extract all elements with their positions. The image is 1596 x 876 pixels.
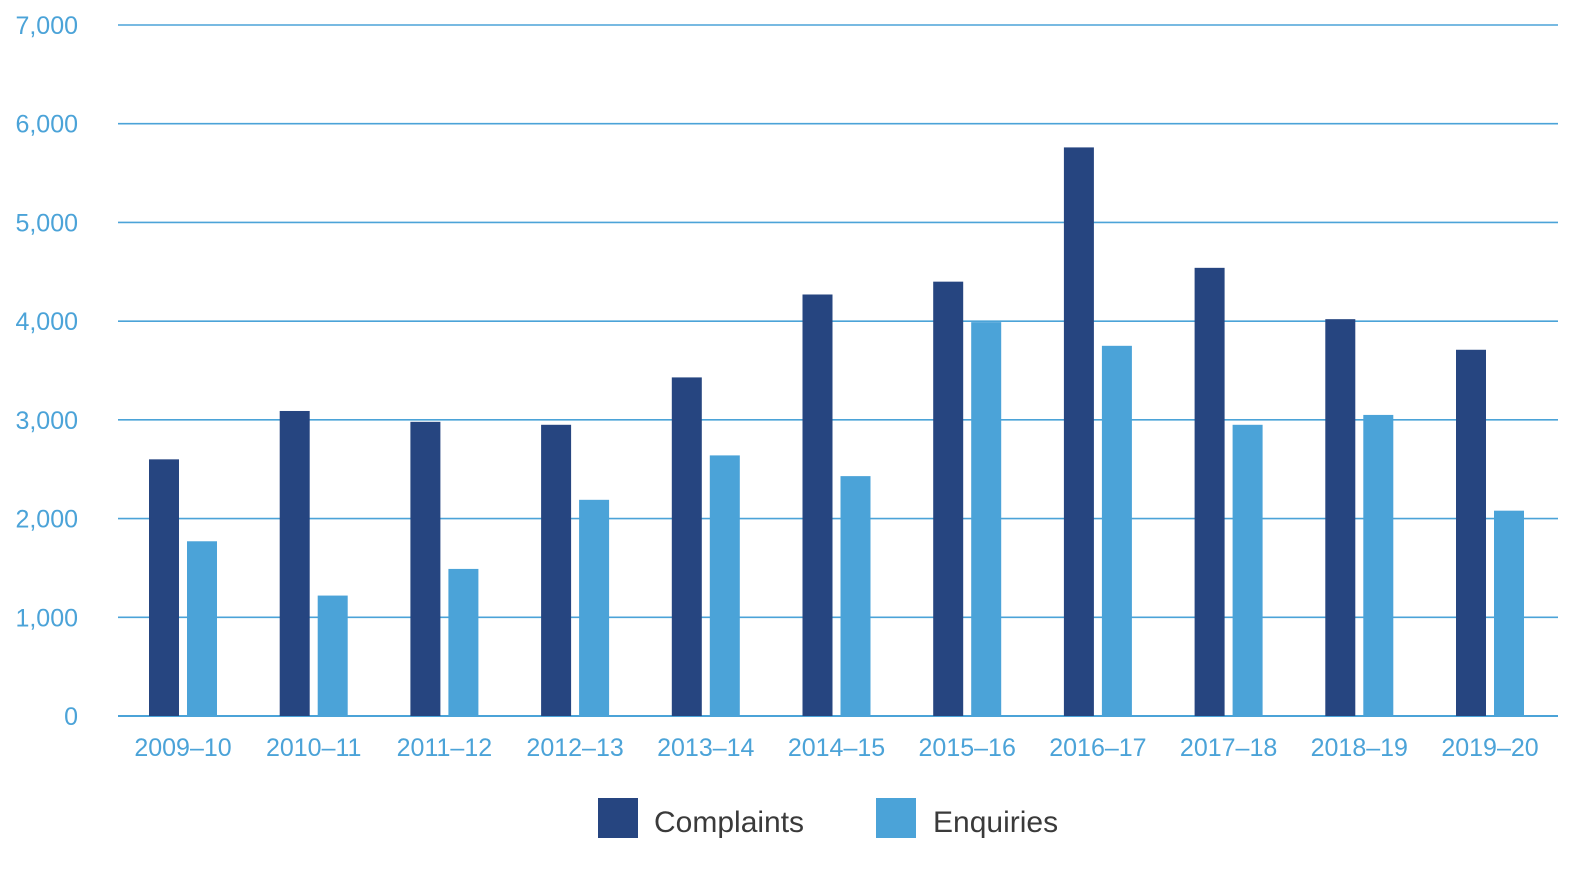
y-tick-label: 7,000 bbox=[15, 12, 78, 40]
x-tick-label: 2010–11 bbox=[266, 734, 361, 762]
bar-enquiries-2010–11 bbox=[317, 595, 348, 716]
x-tick-label: 2019–20 bbox=[1441, 734, 1538, 762]
bar-complaints-2017–18 bbox=[1194, 267, 1225, 716]
legend-swatch-complaints bbox=[598, 798, 638, 838]
bar-enquiries-2018–19 bbox=[1363, 414, 1394, 716]
bar-enquiries-2009–10 bbox=[187, 541, 217, 716]
y-tick-label: 1,000 bbox=[15, 604, 78, 632]
x-axis-tick-labels: 2009–10 2010–11 2011–12 2012–13 2013–14 2014–… bbox=[134, 734, 1538, 762]
y-tick-label: 6,000 bbox=[15, 111, 78, 139]
bar-enquiries-2016–17 bbox=[1101, 345, 1132, 716]
bar-enquiries-2015–16 bbox=[971, 322, 1002, 716]
x-tick-label: 2011–12 bbox=[397, 734, 492, 762]
y-tick-label: 2,000 bbox=[15, 506, 78, 534]
legend-label-enquiries: Enquiries bbox=[933, 806, 1058, 839]
bar-complaints-2012–13 bbox=[541, 424, 572, 716]
bar-complaints-2010–11 bbox=[279, 410, 310, 716]
bar-complaints-2016–17 bbox=[1063, 147, 1094, 717]
x-tick-label: 2013–14 bbox=[657, 734, 754, 762]
bar-complaints-2018–19 bbox=[1325, 319, 1356, 716]
legend-label-complaints: Complaints bbox=[654, 806, 804, 839]
x-tick-label: 2012–13 bbox=[526, 734, 623, 762]
bar-complaints-2009–10 bbox=[149, 459, 179, 716]
x-tick-label: 2009–10 bbox=[134, 734, 231, 762]
x-tick-label: 2015–16 bbox=[919, 734, 1016, 762]
x-tick-label: 2018–19 bbox=[1311, 734, 1408, 762]
bar-enquiries-2012–13 bbox=[579, 499, 610, 716]
bar-enquiries-2014–15 bbox=[840, 476, 871, 716]
bars bbox=[149, 147, 1524, 717]
bar-enquiries-2019–20 bbox=[1494, 510, 1524, 716]
y-tick-label: 5,000 bbox=[15, 209, 78, 237]
bar-complaints-2011–12 bbox=[410, 421, 441, 716]
bar-complaints-2019–20 bbox=[1456, 349, 1486, 716]
bar-enquiries-2017–18 bbox=[1232, 424, 1263, 716]
x-tick-label: 2014–15 bbox=[788, 734, 885, 762]
legend: Complaints Enquiries bbox=[598, 798, 1058, 839]
y-tick-label: 3,000 bbox=[15, 407, 78, 435]
bar-complaints-2015–16 bbox=[933, 281, 964, 716]
bar-complaints-2013–14 bbox=[671, 377, 702, 716]
y-tick-label: 4,000 bbox=[15, 308, 78, 336]
legend-swatch-enquiries bbox=[876, 798, 916, 838]
x-tick-label: 2016–17 bbox=[1049, 734, 1146, 762]
gridlines bbox=[118, 24, 1558, 717]
bar-complaints-2014–15 bbox=[802, 294, 833, 716]
y-tick-label: 0 bbox=[64, 703, 78, 731]
bar-enquiries-2011–12 bbox=[448, 568, 479, 716]
y-axis-tick-labels: 0 1,000 2,000 3,000 4,000 5,000 6,000 7,000 bbox=[15, 12, 78, 731]
bar-enquiries-2013–14 bbox=[709, 455, 740, 716]
x-tick-label: 2017–18 bbox=[1180, 734, 1277, 762]
